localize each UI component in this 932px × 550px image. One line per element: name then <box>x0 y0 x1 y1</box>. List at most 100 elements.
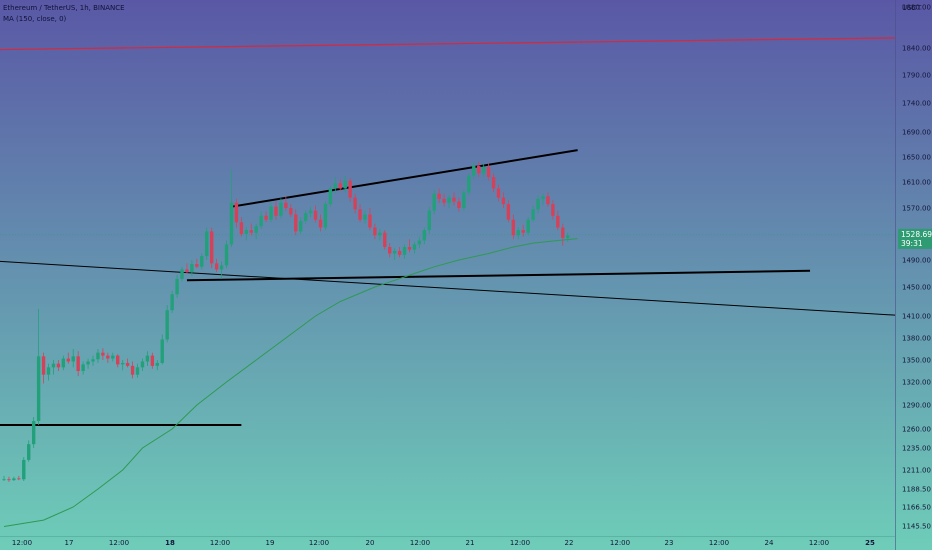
candle <box>368 208 372 231</box>
candle-body <box>506 204 511 220</box>
candle-body <box>338 183 342 189</box>
candle-body <box>111 355 115 359</box>
candle-body <box>353 197 357 210</box>
candle <box>551 200 555 220</box>
candle-body <box>313 210 318 220</box>
candle <box>175 274 179 298</box>
candle-body <box>541 196 545 199</box>
candle-body <box>299 221 303 232</box>
candle <box>348 178 352 202</box>
candle-body <box>224 244 229 266</box>
candle-body <box>27 444 31 460</box>
candle <box>224 240 229 269</box>
candle-body <box>358 209 362 220</box>
ma-indicator-label[interactable]: MA (150, close, 0) <box>3 15 67 23</box>
candle <box>66 352 70 364</box>
candle-body <box>31 421 36 445</box>
candle <box>472 162 476 180</box>
price-tick-label: 1260.00 <box>902 426 931 434</box>
trend-line[interactable] <box>0 259 909 316</box>
candle-body <box>289 208 293 215</box>
price-tick-label: 1350.00 <box>902 357 931 365</box>
candle-body <box>140 361 145 368</box>
plot-area[interactable] <box>0 37 909 527</box>
candle-body <box>491 177 496 189</box>
price-tick-label: 1790.00 <box>902 72 931 80</box>
candle <box>447 195 451 208</box>
candle <box>303 210 308 224</box>
resistance-line[interactable] <box>0 37 909 51</box>
candle <box>284 196 288 211</box>
candle-body <box>254 226 258 233</box>
candle-body <box>56 363 61 368</box>
candle <box>388 243 392 258</box>
candle <box>526 217 530 236</box>
symbol-title[interactable]: Ethereum / TetherUS, 1h, BINANCE <box>3 4 125 12</box>
candle <box>96 349 100 363</box>
price-tick-label: 1880.00 <box>902 4 931 12</box>
candle-body <box>536 198 540 210</box>
candle-body <box>521 230 525 233</box>
candle-body <box>180 269 184 279</box>
candle <box>244 227 249 241</box>
candle-body <box>308 210 313 214</box>
candle-body <box>219 265 224 270</box>
candle-body <box>462 192 466 208</box>
candle <box>106 352 110 363</box>
candle <box>531 205 535 223</box>
candle-body <box>561 227 565 238</box>
candle <box>36 308 41 425</box>
candle <box>516 227 520 240</box>
candle <box>477 162 481 177</box>
candle <box>496 184 501 202</box>
candle <box>407 239 412 253</box>
candle-body <box>106 355 110 359</box>
price-tick-label: 1840.00 <box>902 45 931 53</box>
time-tick-label: 20 <box>366 539 375 547</box>
price-tick-label: 1650.00 <box>902 154 931 162</box>
candle-body <box>392 250 397 254</box>
candle-body <box>323 204 328 228</box>
candle <box>383 230 387 250</box>
candle-body <box>284 202 288 208</box>
trend-line[interactable] <box>231 149 578 208</box>
candle-body <box>516 230 520 236</box>
candle-body <box>229 202 234 245</box>
candle-body <box>249 230 253 233</box>
candle <box>437 188 441 203</box>
candle <box>269 202 273 223</box>
price-axis[interactable]: USDT 1880.00 1840.00 1790.00 1740.00 1690.00… <box>902 4 931 531</box>
candle <box>313 205 318 223</box>
candle-body <box>209 231 214 264</box>
candle-body <box>472 165 476 176</box>
time-axis[interactable]: 12:00 17 12:00 18 12:00 19 12:00 20 12:00 21 12:00… <box>12 539 875 547</box>
candle-body <box>486 167 491 177</box>
candle-body <box>17 478 21 480</box>
candle-body <box>511 219 516 236</box>
candle <box>195 258 199 269</box>
candle-body <box>294 214 298 232</box>
candle-body <box>279 202 283 216</box>
candle-body <box>51 363 56 368</box>
candle-body <box>437 193 441 199</box>
candle-body <box>556 215 560 228</box>
time-tick-label: 12:00 <box>510 539 530 547</box>
candle <box>120 360 125 371</box>
time-tick-label: 19 <box>266 539 275 547</box>
candle <box>333 177 338 194</box>
candle <box>140 358 145 371</box>
candle <box>200 253 204 270</box>
candle-body <box>234 202 239 223</box>
candle-body <box>7 479 11 481</box>
candle-body <box>442 198 446 203</box>
candle-body <box>378 232 382 236</box>
candle-body <box>239 222 244 234</box>
candle <box>239 217 244 237</box>
chart-legend: Ethereum / TetherUS, 1h, BINANCE MA (150… <box>3 3 125 25</box>
candle-body <box>259 215 263 227</box>
candle-body <box>200 256 204 267</box>
candle-body <box>501 197 506 205</box>
candle <box>328 185 333 207</box>
